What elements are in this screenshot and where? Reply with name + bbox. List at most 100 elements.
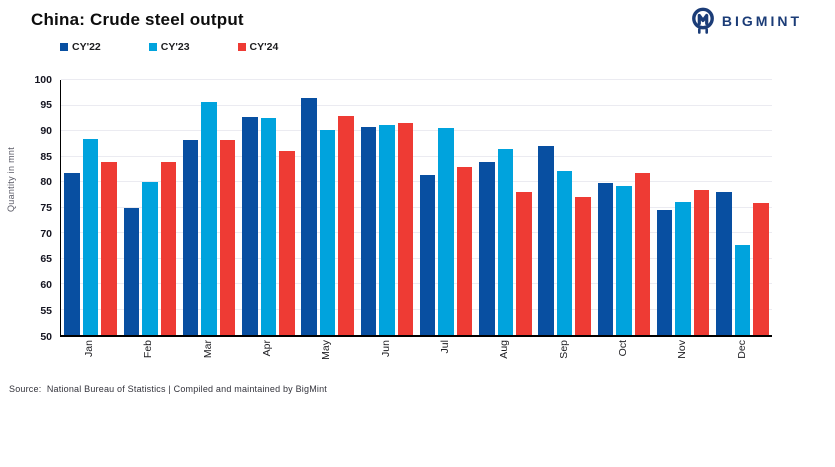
bar-cy22-nov — [656, 210, 673, 335]
y-tick-60: 60 — [40, 279, 52, 292]
x-label-cell-jan: Jan — [60, 340, 119, 380]
legend-label: CY'24 — [249, 41, 279, 53]
bar-cy22-jul — [419, 174, 436, 335]
gridline-80 — [61, 181, 772, 182]
x-label-cell-may: May — [297, 340, 356, 380]
bar-group-nov — [654, 80, 713, 335]
y-tick-100: 100 — [34, 73, 52, 86]
x-label-cell-mar: Mar — [179, 340, 238, 380]
bar-cy24-dec — [753, 203, 769, 335]
gridline-100 — [61, 79, 772, 80]
bar-cy22-may — [301, 97, 317, 335]
bar-cy24-mar — [219, 139, 236, 335]
bar-group-jun — [357, 80, 416, 335]
x-label-cell-jul: Jul — [416, 340, 475, 380]
bar-cy23-may — [319, 129, 336, 335]
x-label-sep: Sep — [557, 340, 570, 359]
legend-swatch-cy24 — [237, 43, 246, 51]
bar-group-may — [298, 80, 357, 335]
bar-cy22-sep — [538, 146, 554, 335]
source-note: Source: National Bureau of Statistics | … — [9, 384, 327, 394]
x-label-jan: Jan — [83, 340, 96, 357]
gridline-65 — [61, 257, 772, 259]
bar-cy23-jun — [379, 125, 395, 335]
bar-cy23-sep — [556, 170, 573, 335]
legend-label: CY'22 — [72, 41, 101, 53]
bars-row — [61, 80, 772, 335]
gridline-95 — [61, 104, 772, 106]
bar-group-aug — [476, 80, 535, 335]
gridline-90 — [61, 130, 772, 131]
x-label-oct: Oct — [617, 340, 630, 357]
plot-area — [60, 79, 772, 337]
bar-cy24-nov — [693, 190, 710, 335]
x-label-cell-aug: Aug — [475, 340, 534, 380]
y-tick-90: 90 — [40, 124, 52, 137]
bar-cy22-jun — [360, 127, 377, 335]
x-label-cell-jun: Jun — [357, 340, 416, 380]
x-label-dec: Dec — [735, 340, 748, 359]
bar-group-jul — [417, 80, 476, 335]
x-label-cell-feb: Feb — [119, 340, 178, 380]
gridline-55 — [61, 308, 772, 310]
x-label-may: May — [320, 340, 333, 360]
x-label-aug: Aug — [498, 340, 511, 359]
x-label-jul: Jul — [439, 340, 452, 354]
x-label-cell-apr: Apr — [238, 340, 297, 380]
bar-group-oct — [594, 80, 653, 335]
bar-cy23-aug — [497, 149, 514, 335]
x-label-cell-oct: Oct — [594, 340, 653, 380]
bar-cy24-jun — [397, 122, 414, 335]
x-label-cell-dec: Dec — [713, 340, 772, 380]
x-label-mar: Mar — [201, 340, 214, 359]
gridline-75 — [61, 206, 772, 208]
bar-cy22-apr — [242, 116, 258, 335]
bar-cy24-aug — [516, 191, 532, 335]
bar-cy22-mar — [182, 139, 199, 335]
x-label-cell-nov: Nov — [653, 340, 712, 380]
legend-item-cy23: CY'23 — [148, 41, 190, 53]
bar-cy22-aug — [479, 162, 495, 335]
bar-group-apr — [239, 80, 298, 335]
x-label-cell-sep: Sep — [535, 340, 594, 380]
y-axis-tick-labels: 50 55 60 65 70 75 80 85 90 95 100 — [0, 74, 52, 343]
bar-group-dec — [713, 80, 772, 335]
y-tick-75: 75 — [40, 202, 52, 214]
bar-cy22-jan — [64, 173, 80, 335]
bigmint-logo-icon — [691, 7, 714, 34]
y-tick-65: 65 — [40, 253, 52, 266]
bar-cy23-nov — [675, 201, 691, 335]
chart-legend: CY'22 CY'23 CY'24 — [60, 41, 278, 53]
page-title: China: Crude steel output — [31, 10, 244, 29]
x-label-nov: Nov — [676, 340, 689, 359]
bar-cy24-oct — [634, 172, 651, 335]
y-tick-85: 85 — [40, 150, 52, 163]
x-label-feb: Feb — [142, 340, 155, 359]
legend-swatch-cy22 — [60, 43, 68, 51]
bigmint-logo-text: BIGMINT — [721, 13, 802, 29]
bar-group-feb — [120, 80, 179, 335]
bar-cy23-mar — [201, 101, 217, 335]
bar-cy23-feb — [142, 181, 158, 335]
y-tick-80: 80 — [40, 176, 52, 189]
bar-cy24-jan — [101, 162, 117, 335]
bar-cy23-jul — [438, 127, 454, 335]
legend-item-cy24: CY'24 — [237, 41, 279, 53]
y-tick-95: 95 — [40, 99, 52, 112]
bar-group-jan — [61, 80, 120, 335]
legend-item-cy22: CY'22 — [60, 41, 101, 53]
gridline-85 — [61, 155, 772, 157]
bar-cy23-dec — [734, 245, 751, 335]
bar-cy23-jan — [82, 138, 99, 335]
x-axis-labels: Jan Feb Mar Apr May Jun Jul Aug Sep Oct Nov Dec — [60, 340, 772, 380]
bar-cy24-may — [338, 116, 354, 335]
y-tick-70: 70 — [40, 227, 52, 240]
bar-cy24-sep — [575, 197, 591, 335]
bar-group-mar — [180, 80, 239, 335]
x-label-apr: Apr — [261, 340, 274, 357]
bar-cy24-apr — [279, 151, 295, 335]
y-tick-50: 50 — [40, 330, 52, 343]
gridline-70 — [61, 232, 772, 233]
bar-cy23-apr — [260, 117, 277, 335]
